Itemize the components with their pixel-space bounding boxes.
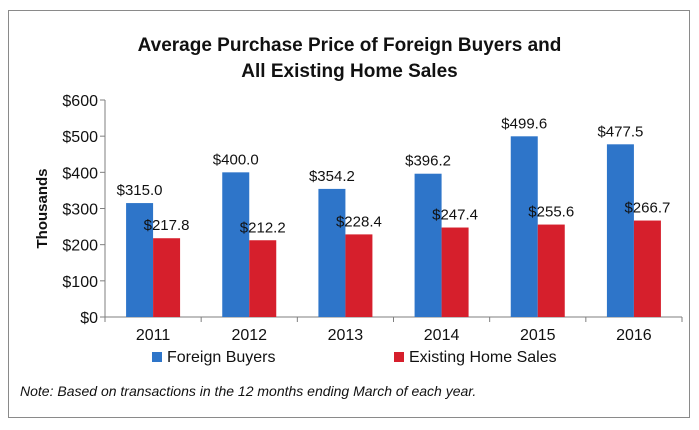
- x-tick-label: 2015: [520, 327, 556, 344]
- data-label-existing-home-sales: $212.2: [240, 219, 286, 236]
- x-tick-label: 2016: [616, 327, 652, 344]
- bar-existing-home-sales: [633, 220, 661, 317]
- y-axis-title: Thousands: [34, 168, 51, 248]
- chart-title-line2: All Existing Home Sales: [241, 61, 458, 82]
- data-label-foreign-buyers: $315.0: [117, 182, 163, 199]
- chart-title-line1: Average Purchase Price of Foreign Buyers…: [137, 35, 562, 56]
- y-tick-label: $600: [62, 93, 98, 110]
- bar-existing-home-sales: [249, 240, 277, 317]
- bar-existing-home-sales: [153, 238, 181, 317]
- y-tick-label: $500: [62, 129, 98, 146]
- legend-swatch-foreign-buyers: [152, 352, 162, 362]
- bar-foreign-buyers: [414, 173, 442, 317]
- y-tick-label: $0: [80, 310, 98, 327]
- chart-frame: [8, 10, 690, 418]
- data-label-foreign-buyers: $499.6: [501, 115, 547, 132]
- y-tick-label: $200: [62, 238, 98, 255]
- bar-foreign-buyers: [222, 172, 250, 317]
- data-label-existing-home-sales: $266.7: [624, 200, 670, 217]
- bar-existing-home-sales: [537, 224, 565, 317]
- data-label-foreign-buyers: $400.0: [213, 151, 259, 168]
- bar-foreign-buyers: [318, 188, 346, 317]
- data-label-existing-home-sales: $255.6: [528, 204, 574, 221]
- legend-swatch-existing-home-sales: [394, 352, 404, 362]
- x-tick-label: 2012: [231, 327, 267, 344]
- y-tick-label: $400: [62, 165, 98, 182]
- y-tick-label: $300: [62, 202, 98, 219]
- data-label-foreign-buyers: $354.2: [309, 168, 355, 185]
- x-tick-label: 2011: [136, 327, 171, 344]
- x-tick-label: 2013: [328, 327, 364, 344]
- bar-foreign-buyers: [606, 144, 634, 317]
- chart-title: Average Purchase Price of Foreign Buyers…: [0, 33, 699, 85]
- data-label-existing-home-sales: $247.4: [432, 207, 478, 224]
- bar-existing-home-sales: [345, 234, 373, 317]
- data-label-foreign-buyers: $396.2: [405, 153, 451, 170]
- data-label-existing-home-sales: $228.4: [336, 213, 382, 230]
- legend-label-existing-home-sales: Existing Home Sales: [409, 349, 557, 366]
- bar-foreign-buyers: [126, 203, 154, 317]
- legend-label-foreign-buyers: Foreign Buyers: [167, 349, 276, 366]
- data-label-foreign-buyers: $477.5: [597, 123, 643, 140]
- footnote: Note: Based on transactions in the 12 mo…: [20, 383, 477, 399]
- bar-foreign-buyers: [510, 136, 538, 317]
- y-tick-label: $100: [62, 274, 98, 291]
- x-tick-label: 2014: [424, 327, 460, 344]
- data-label-existing-home-sales: $217.8: [144, 217, 190, 234]
- bar-existing-home-sales: [441, 227, 469, 317]
